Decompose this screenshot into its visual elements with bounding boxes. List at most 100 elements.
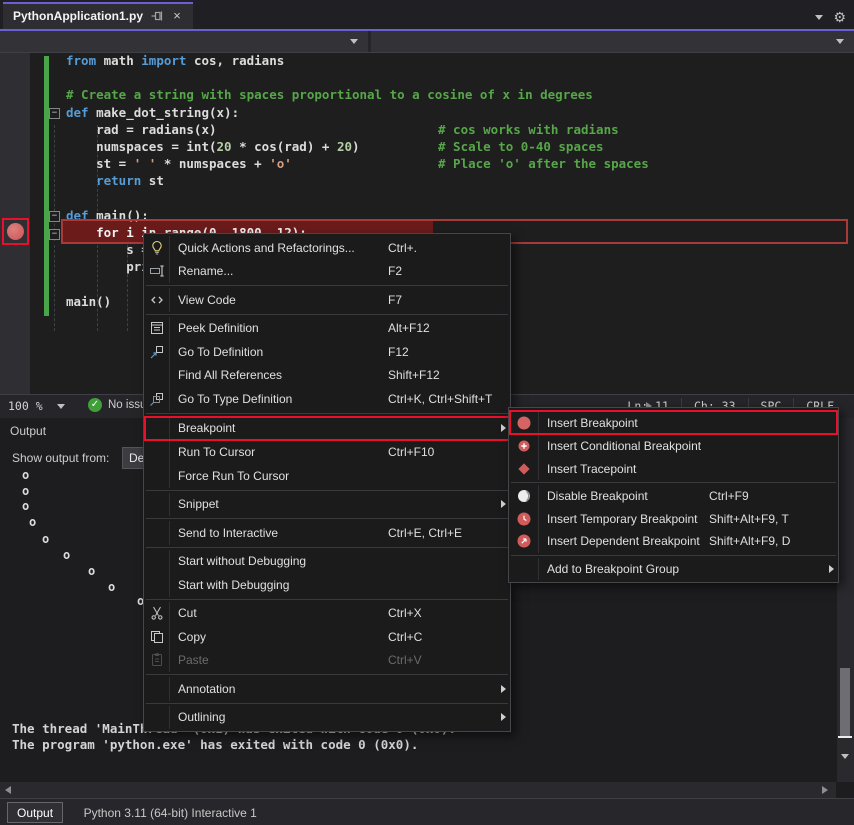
context-menu-item-run-to-cursor[interactable]: Run To Cursor Ctrl+F10 [144,440,510,464]
no-icon [144,363,170,387]
code-line[interactable]: main() [0,294,854,311]
output-horizontal-scrollbar[interactable] [0,782,836,798]
code-segment: st [141,173,164,189]
context-menu-item-start-with-debugging[interactable]: Start with Debugging [144,573,510,597]
context-menu-item-peek-definition[interactable]: Peek Definition Alt+F12 [144,316,510,340]
close-icon[interactable]: × [173,7,181,23]
context-menu-item-breakpoint[interactable]: Breakpoint [144,415,510,441]
menu-item-shortcut: F12 [388,344,409,359]
scroll-left-icon[interactable] [5,786,11,794]
pin-icon[interactable] [149,8,165,24]
outline-guide [54,125,55,241]
peek-definition-icon [144,316,170,340]
zoom-level: 100 % [8,399,43,413]
no-icon [144,705,170,729]
code-segment: 20 [216,139,232,154]
status-divider [793,398,795,413]
view-code-icon [144,288,170,312]
code-line[interactable]: rad = radians(x) # cos works with radians [0,122,854,139]
menu-item-label: Paste [178,653,209,668]
context-menu-item-start-without-debugging[interactable]: Start without Debugging [144,549,510,573]
code-line[interactable] [0,191,854,208]
zoom-control[interactable]: 100 % [8,399,65,413]
scroll-down-icon[interactable] [841,754,849,759]
go-to-type-definition-icon [144,387,170,411]
menu-item-shortcut: Ctrl+E, Ctrl+E [388,525,463,540]
chevron-down-icon[interactable] [815,14,824,20]
context-menu-separator [146,285,508,286]
nav-divider [368,31,371,52]
context-menu-item-go-to-type-definition[interactable]: Go To Type Definition Ctrl+K, Ctrl+Shift+… [144,387,510,411]
nav-member-dropdown[interactable] [371,31,854,52]
context-menu-separator [146,546,508,548]
menu-item-shortcut: Ctrl+C [388,629,423,644]
breakpoint-submenu-item-disable-breakpoint[interactable]: Disable Breakpoint Ctrl+F9 [509,485,838,508]
document-tab[interactable]: PythonApplication1.py × [3,2,193,29]
tool-window-tab-python-3-11-64-bit-interactive-1[interactable]: Python 3.11 (64-bit) Interactive 1 [83,805,257,820]
context-menu-item-copy[interactable]: Copy Ctrl+C [144,625,510,649]
code-line[interactable]: return st [0,173,854,190]
context-menu-item-outlining[interactable]: Outlining [144,705,510,729]
context-menu-item-annotation[interactable]: Annotation [144,677,510,701]
context-menu-item-cut[interactable]: Cut Ctrl+X [144,601,510,625]
scrollbar-thumb[interactable] [840,668,850,736]
code-line[interactable]: from math import cos, radians [0,53,854,70]
code-line[interactable]: # Create a string with spaces proportion… [0,87,854,104]
code-segment [66,173,96,188]
menu-item-shortcut: Shift+Alt+F9, D [709,534,791,549]
scroll-right-icon[interactable] [822,786,828,794]
menu-item-label: Go To Type Definition [178,391,293,406]
code-segment: def [66,104,89,120]
chevron-down-icon [350,39,358,44]
code-segment: make_dot_string(x): [88,104,240,120]
outline-collapse-icon[interactable]: − [49,228,60,240]
code-line[interactable]: def make_dot_string(x): − [0,105,854,122]
menu-item-label: Find All References [178,368,283,383]
code-comment: # Scale to 0-40 spaces [438,139,604,154]
output-dot-char: o [22,484,30,498]
code-segment: # Create a string with spaces proportion… [66,87,593,103]
output-dot-char: o [108,580,116,594]
menu-item-label: Send to Interactive [178,525,279,540]
code-comment: # cos works with radians [438,121,619,137]
code-segment: math [96,53,142,68]
breakpoint-submenu-item-insert-tracepoint[interactable]: Insert Tracepoint [509,457,838,480]
code-comment: # Place 'o' after the spaces [438,156,649,172]
breakpoint-submenu-item-add-to-breakpoint-group[interactable]: Add to Breakpoint Group [509,557,838,580]
gear-icon[interactable]: ⚙ [833,9,846,25]
breakpoint-submenu-separator [511,554,836,556]
breakpoint-submenu-item-insert-temporary-breakpoint[interactable]: Insert Temporary Breakpoint Shift+Alt+F9,… [509,507,838,530]
context-menu-item-force-run-to-cursor[interactable]: Force Run To Cursor [144,464,510,488]
context-menu-item-quick-actions-and-refactorings[interactable]: Quick Actions and Refactorings... Ctrl+. [144,236,510,260]
breakpoint-icon [509,410,539,435]
output-dot-char: o [63,548,71,562]
outline-collapse-icon[interactable]: − [49,211,60,223]
code-line[interactable]: st = ' ' * numspaces + 'o' # Place 'o' af… [0,156,854,173]
context-menu-item-go-to-definition[interactable]: Go To Definition F12 [144,340,510,364]
chevron-down-icon [836,39,844,44]
context-menu-item-snippet[interactable]: Snippet [144,492,510,516]
change-tracking-bar [44,56,49,316]
breakpoint-submenu-item-insert-dependent-breakpoint[interactable]: Insert Dependent Breakpoint Shift+Alt+F9,… [509,530,838,553]
nav-scope-dropdown[interactable] [0,31,368,52]
context-menu-item-find-all-references[interactable]: Find All References Shift+F12 [144,363,510,387]
menu-item-label: Add to Breakpoint Group [547,561,680,576]
context-menu-item-view-code[interactable]: View Code F7 [144,288,510,312]
scroll-right-icon[interactable] [646,402,652,410]
no-icon [144,677,170,701]
code-line[interactable]: def main(): − [0,208,854,225]
breakpoint-icon[interactable] [7,223,24,240]
code-line[interactable] [0,70,854,87]
menu-item-label: Insert Breakpoint [547,415,638,430]
output-text-line: The program 'python.exe' has exited with… [12,737,419,752]
menu-item-label: Insert Temporary Breakpoint [547,511,698,526]
output-vertical-scrollbar[interactable] [837,418,854,782]
outline-collapse-icon[interactable]: − [49,108,60,120]
context-menu-item-rename[interactable]: Rename... F2 [144,259,510,283]
breakpoint-submenu-item-insert-breakpoint[interactable]: Insert Breakpoint [509,410,838,435]
breakpoint-submenu-item-insert-conditional-breakpoint[interactable]: Insert Conditional Breakpoint [509,435,838,458]
code-line[interactable]: numspaces = int(20 * cos(rad) + 20) # Sca… [0,139,854,156]
context-menu-item-send-to-interactive[interactable]: Send to Interactive Ctrl+E, Ctrl+E [144,521,510,545]
indent-guide [97,245,98,331]
tool-window-tab-output[interactable]: Output [7,802,64,823]
